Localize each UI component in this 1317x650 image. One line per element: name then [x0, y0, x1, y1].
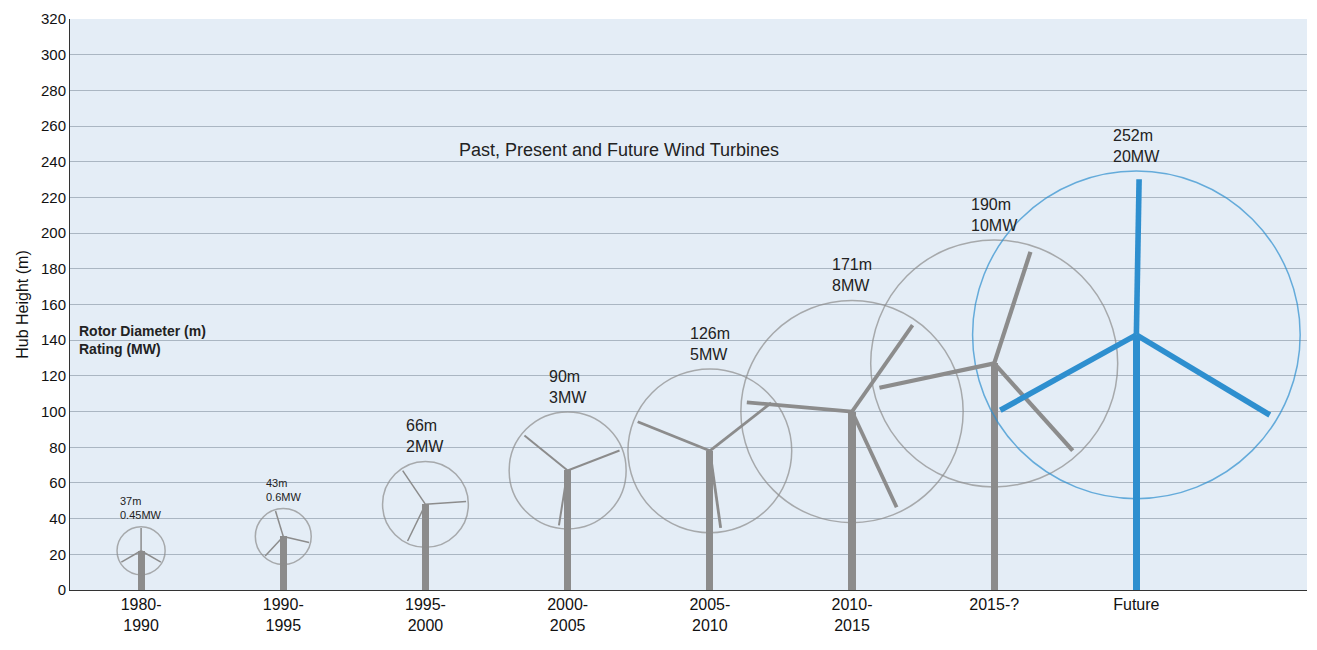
svg-text:60: 60: [49, 474, 66, 491]
svg-text:Hub Height (m): Hub Height (m): [14, 250, 31, 358]
svg-text:171m8MW: 171m8MW: [832, 256, 872, 294]
svg-text:120: 120: [41, 367, 66, 384]
svg-text:Rotor Diameter (m)Rating (MW): Rotor Diameter (m)Rating (MW): [79, 323, 206, 357]
svg-text:Past, Present and Future Wind: Past, Present and Future Wind Turbines: [459, 140, 779, 160]
svg-text:160: 160: [41, 296, 66, 313]
svg-text:126m5MW: 126m5MW: [690, 325, 730, 363]
svg-text:20: 20: [49, 546, 66, 563]
svg-text:66m2MW: 66m2MW: [406, 417, 444, 455]
svg-text:0: 0: [58, 581, 66, 598]
svg-text:80: 80: [49, 439, 66, 456]
svg-text:260: 260: [41, 117, 66, 134]
svg-text:1990-1995: 1990-1995: [263, 596, 304, 634]
svg-text:200: 200: [41, 224, 66, 241]
svg-text:2010-2015: 2010-2015: [832, 596, 873, 634]
svg-text:240: 240: [41, 153, 66, 170]
svg-text:37m0.45MW: 37m0.45MW: [120, 495, 162, 521]
svg-text:280: 280: [41, 82, 66, 99]
svg-text:180: 180: [41, 260, 66, 277]
svg-text:2005-2010: 2005-2010: [689, 596, 730, 634]
svg-text:2000-2005: 2000-2005: [547, 596, 588, 634]
svg-text:220: 220: [41, 189, 66, 206]
svg-text:Future: Future: [1113, 596, 1159, 613]
svg-text:320: 320: [41, 10, 66, 27]
svg-text:40: 40: [49, 510, 66, 527]
svg-text:140: 140: [41, 331, 66, 348]
svg-text:43m0.6MW: 43m0.6MW: [266, 477, 301, 503]
svg-text:300: 300: [41, 46, 66, 63]
svg-text:90m3MW: 90m3MW: [549, 368, 587, 406]
svg-text:1980-1990: 1980-1990: [121, 596, 162, 634]
svg-text:252m20MW: 252m20MW: [1113, 127, 1160, 165]
svg-text:100: 100: [41, 403, 66, 420]
svg-text:1995-2000: 1995-2000: [405, 596, 446, 634]
svg-text:190m10MW: 190m10MW: [971, 196, 1018, 234]
svg-text:2015-?: 2015-?: [969, 596, 1019, 613]
